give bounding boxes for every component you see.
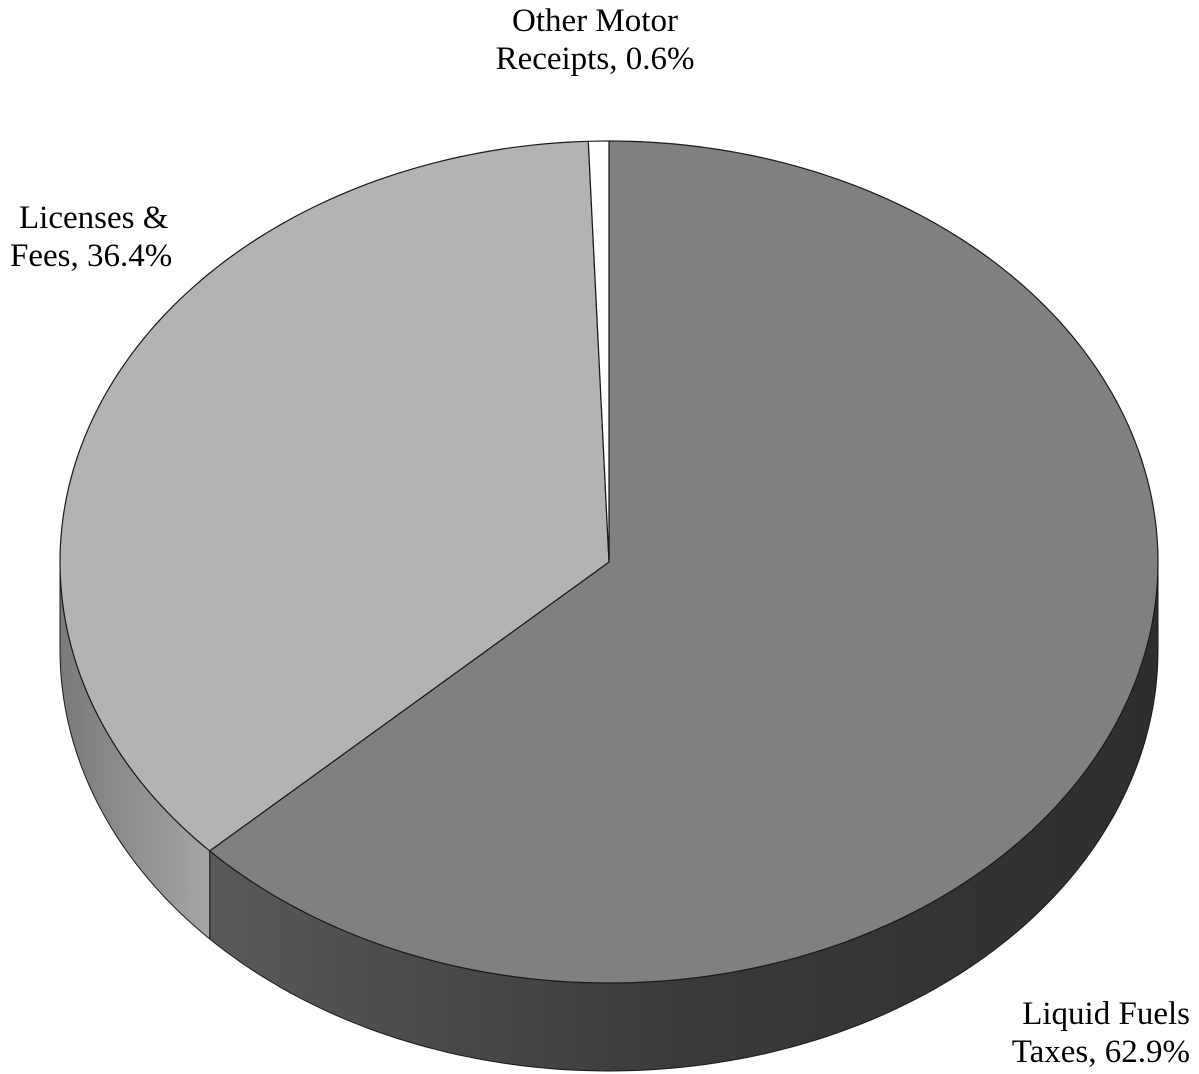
- slice-label-other-motor-receipts: Other Motor Receipts, 0.6%: [430, 2, 760, 78]
- slice-label-line: Other Motor: [512, 3, 678, 39]
- slice-label-line: Taxes, 62.9%: [1011, 1034, 1190, 1070]
- slice-label-line: Licenses &: [19, 200, 169, 236]
- slice-label-line: Fees, 36.4%: [10, 238, 173, 274]
- slice-liquid-fuels-taxes: [209, 140, 1159, 984]
- slice-label-line: Liquid Fuels: [1022, 996, 1190, 1032]
- slice-label-line: Receipts, 0.6%: [495, 41, 695, 77]
- slice-label-licenses-fees: Licenses & Fees, 36.4%: [10, 199, 172, 275]
- slice-label-liquid-fuels-taxes: Liquid Fuels Taxes, 62.9%: [1012, 995, 1190, 1071]
- slice-licenses-fees: [59, 140, 610, 852]
- slice-other-motor-receipts: [587, 140, 610, 563]
